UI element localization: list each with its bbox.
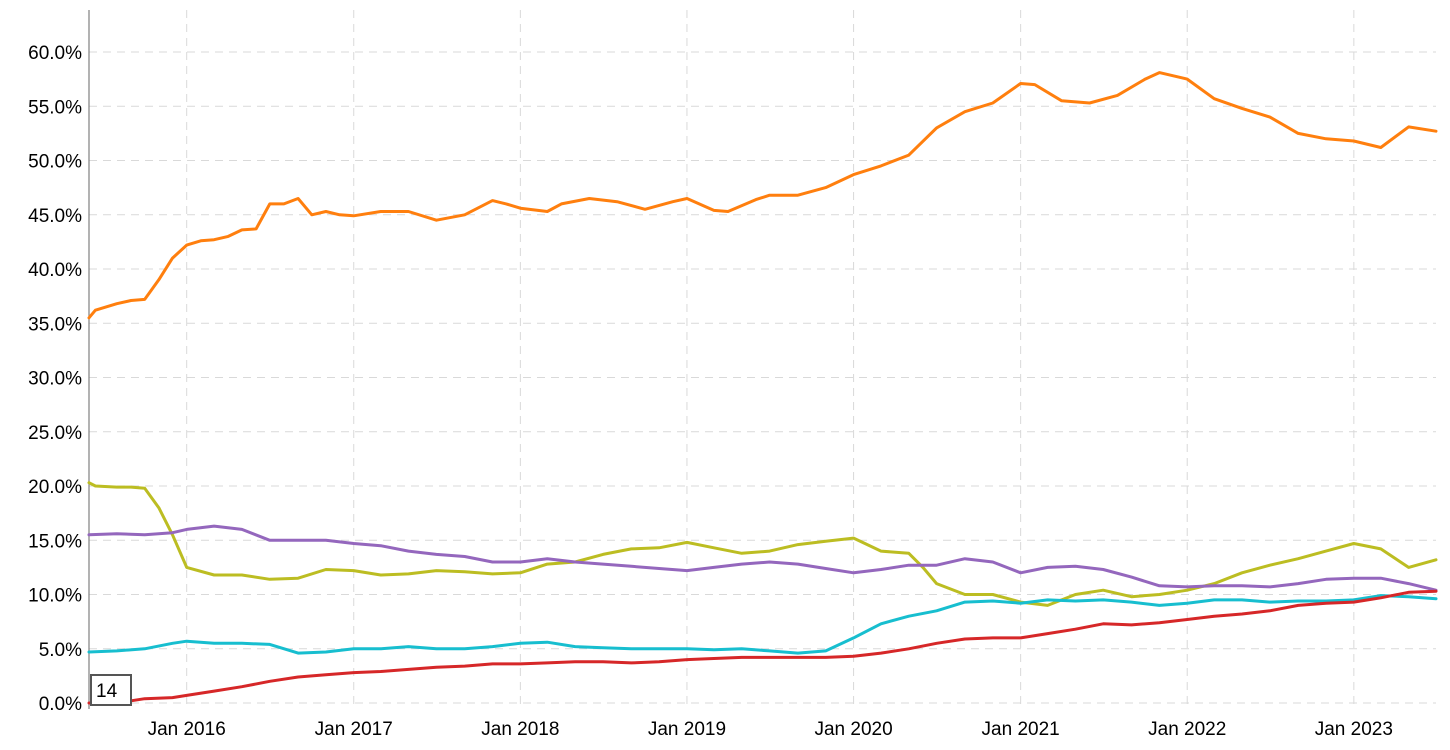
- series-line-4: [87, 594, 1438, 655]
- x-tick-label: Jan 2018: [481, 719, 559, 740]
- x-tick-label: Jan 2022: [1148, 719, 1226, 740]
- frame-counter-box: [90, 674, 132, 706]
- y-tick-label: 60.0%: [28, 43, 82, 64]
- y-tick-label: 50.0%: [28, 152, 82, 173]
- x-tick-label: Jan 2019: [648, 719, 726, 740]
- x-tick-label: Jan 2023: [1315, 719, 1393, 740]
- series-line-1: [87, 71, 1438, 320]
- x-tick-label: Jan 2017: [315, 719, 393, 740]
- frame-counter-text: 14: [96, 681, 118, 702]
- x-tick-label: Jan 2020: [814, 719, 892, 740]
- series-line-5: [87, 589, 1438, 705]
- y-tick-label: 55.0%: [28, 97, 82, 118]
- series-line-2: [87, 481, 1438, 607]
- y-tick-label: 5.0%: [39, 640, 82, 661]
- grid-lines: [89, 10, 1436, 709]
- x-tick-label: Jan 2021: [982, 719, 1060, 740]
- x-tick-labels: Jan 2016 Jan 2017 Jan 2018 Jan 2019 Jan 2020…: [148, 719, 1393, 740]
- y-tick-label: 25.0%: [28, 423, 82, 444]
- y-tick-label: 35.0%: [28, 314, 82, 335]
- y-tick-label: 10.0%: [28, 586, 82, 607]
- series-lines: [87, 71, 1438, 705]
- y-tick-label: 40.0%: [28, 260, 82, 281]
- y-tick-label: 20.0%: [28, 477, 82, 498]
- series-line-3: [87, 524, 1438, 592]
- frame-counter-badge: 14: [90, 674, 132, 706]
- y-tick-label: 15.0%: [28, 531, 82, 552]
- y-tick-label: 30.0%: [28, 369, 82, 390]
- x-tick-label: Jan 2016: [148, 719, 226, 740]
- y-tick-labels: 0.0% 5.0% 10.0% 15.0% 20.0% 25.0% 30.0% 35.0% 40…: [28, 43, 82, 715]
- y-tick-label: 0.0%: [39, 694, 82, 715]
- y-tick-label: 45.0%: [28, 206, 82, 227]
